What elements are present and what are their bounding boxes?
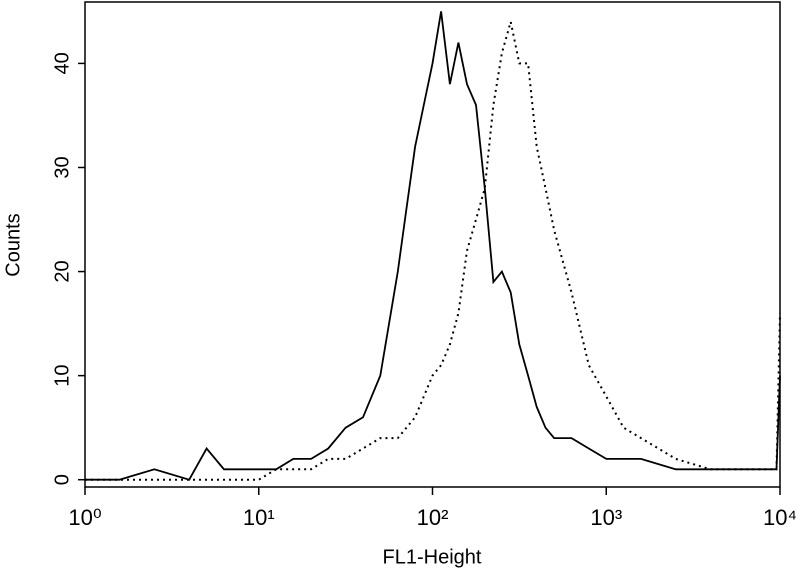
x-tick-label: 10³ <box>590 505 622 530</box>
y-tick-label: 20 <box>51 260 73 282</box>
histogram-line <box>85 21 781 481</box>
plot-frame <box>84 1 781 488</box>
x-tick-label: 10² <box>417 505 449 530</box>
x-tick-label: 10⁴ <box>763 505 797 530</box>
y-tick-label: 0 <box>51 474 73 485</box>
x-axis-label: FL1-Height <box>383 546 482 568</box>
y-tick-label: 40 <box>51 52 73 74</box>
y-tick-label: 30 <box>51 156 73 178</box>
y-axis-label: Counts <box>2 213 24 276</box>
y-tick-label: 10 <box>51 365 73 387</box>
x-tick-label: 10¹ <box>243 505 275 530</box>
histogram-line <box>85 11 781 481</box>
x-tick-label: 10⁰ <box>68 505 101 530</box>
